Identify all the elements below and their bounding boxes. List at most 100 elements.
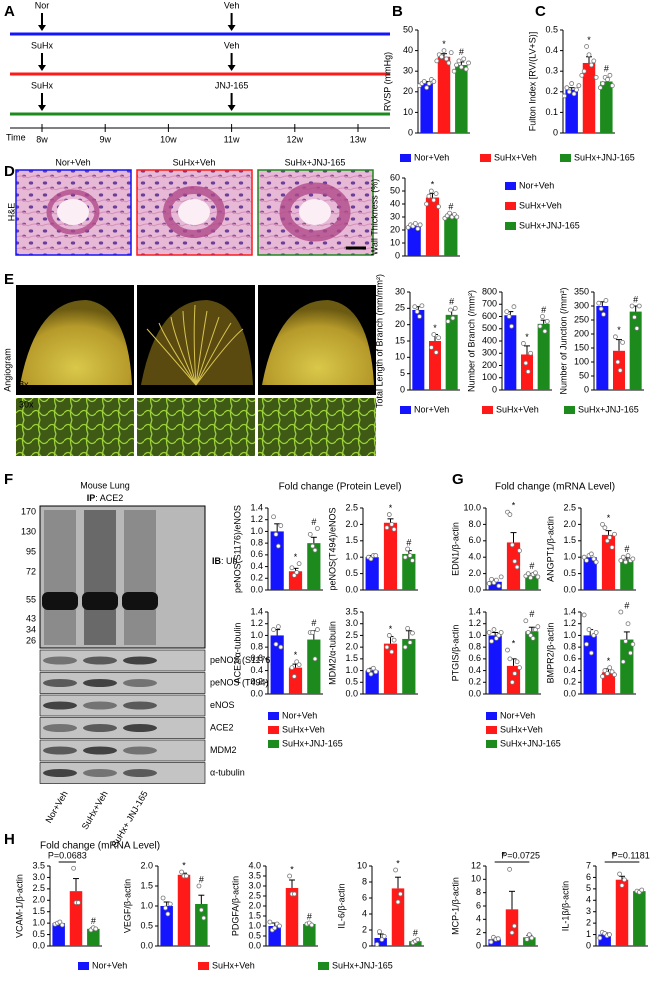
y-tick-label: 2.0 [140, 860, 153, 870]
y-tick-label: 0.5 [140, 920, 153, 930]
ub-smear [44, 510, 76, 645]
angiogram-30x [16, 398, 134, 456]
data-point [524, 936, 530, 942]
y-tick-label: 0.6 [468, 653, 481, 663]
data-point [581, 612, 587, 618]
legend-swatch [505, 182, 516, 190]
y-tick-label: 2.0 [32, 895, 45, 905]
band-label: ACE2 [210, 722, 234, 732]
blot-band [83, 701, 117, 710]
y-tick-label: 50 [403, 24, 413, 34]
significance-marker: * [396, 858, 400, 868]
data-point [419, 303, 425, 309]
y-tick-label: 0.6 [563, 653, 576, 663]
vessel-lumen [57, 199, 89, 225]
y-tick-label: 20 [395, 319, 405, 329]
blot-band [123, 769, 157, 777]
significance-marker: # [633, 294, 638, 304]
y-axis-label: PDGFA/β-actin [230, 876, 240, 936]
data-point [591, 556, 597, 562]
y-tick-label: 10 [471, 874, 481, 884]
data-point [160, 895, 166, 901]
y-tick-label: 1.0 [140, 900, 153, 910]
significance-marker: # [604, 64, 609, 74]
y-tick-label: 0.5 [248, 930, 261, 940]
data-point [315, 526, 320, 531]
mw-label: 34 [26, 624, 36, 634]
data-point [609, 83, 615, 89]
data-point [179, 869, 185, 875]
blot-ib: IB: Ub [212, 556, 238, 566]
data-point [454, 62, 459, 68]
data-point [307, 531, 313, 537]
bar [565, 89, 578, 133]
bar [583, 557, 597, 590]
y-tick-label: 0.8 [250, 642, 263, 652]
y-tick-label: 0.0 [345, 584, 358, 594]
angiogram-30x [137, 398, 255, 456]
y-tick-label: 0 [395, 250, 400, 260]
data-point [523, 618, 529, 624]
bar [160, 906, 173, 946]
data-point [275, 624, 281, 630]
y-tick-label: 0.0 [250, 688, 263, 698]
bracket-label: * [502, 850, 506, 860]
vessel [195, 316, 220, 386]
blot-band [43, 656, 77, 665]
y-tick-label: 25 [395, 303, 405, 313]
y-tick-label: 5 [400, 368, 405, 378]
data-point [447, 210, 453, 216]
bar [615, 879, 629, 946]
data-point [436, 335, 442, 341]
data-point [605, 77, 610, 82]
legend-label: Nor+Veh [414, 404, 449, 414]
significance-marker: # [199, 874, 204, 884]
data-point [634, 325, 640, 331]
mw-label: 130 [21, 526, 36, 536]
significance-marker: * [442, 39, 446, 49]
data-point [289, 565, 295, 571]
data-point [386, 633, 392, 638]
data-point [373, 553, 379, 558]
data-point [273, 531, 279, 537]
blot-band [123, 656, 157, 665]
data-point [167, 901, 173, 907]
y-tick-label: 3.0 [248, 880, 261, 890]
data-point [414, 309, 420, 315]
y-axis-label: MDM2/α-tubulin [327, 621, 337, 685]
side-label: H&E [6, 203, 16, 222]
data-point [535, 624, 541, 630]
data-point [509, 323, 514, 329]
panel-letter: H [4, 831, 15, 848]
bar [365, 557, 379, 590]
blot-strip [39, 649, 206, 672]
y-tick-label: 30 [390, 211, 400, 221]
data-point [498, 574, 504, 580]
y-axis-label: ANGPT1/β-actin [545, 516, 555, 582]
data-point [514, 564, 520, 570]
legend-label: SuHx+Veh [496, 404, 539, 414]
bar [52, 923, 65, 946]
y-tick-label: 0.4 [545, 45, 558, 55]
y-tick-label: 0.0 [468, 584, 481, 594]
mw-label: 43 [26, 613, 36, 623]
week-label: 9w [99, 134, 111, 144]
y-tick-label: 20 [390, 224, 400, 234]
y-axis-label: MCP-1/β-actin [450, 877, 460, 935]
data-point [607, 932, 612, 937]
y-tick-label: 0 [586, 940, 591, 950]
y-tick-label: 6.0 [468, 535, 481, 545]
data-point [296, 662, 302, 668]
y-tick-label: 1.2 [468, 618, 481, 628]
data-point [294, 570, 300, 575]
data-point [272, 925, 278, 931]
data-point [433, 191, 439, 197]
data-point [370, 665, 376, 671]
band-label: α-tubulin [210, 767, 245, 777]
data-point [540, 314, 545, 319]
data-point [607, 535, 613, 540]
data-point [309, 922, 315, 928]
panel-letter: A [4, 3, 15, 20]
data-point [525, 571, 531, 576]
y-tick-label: 3 [586, 906, 591, 916]
